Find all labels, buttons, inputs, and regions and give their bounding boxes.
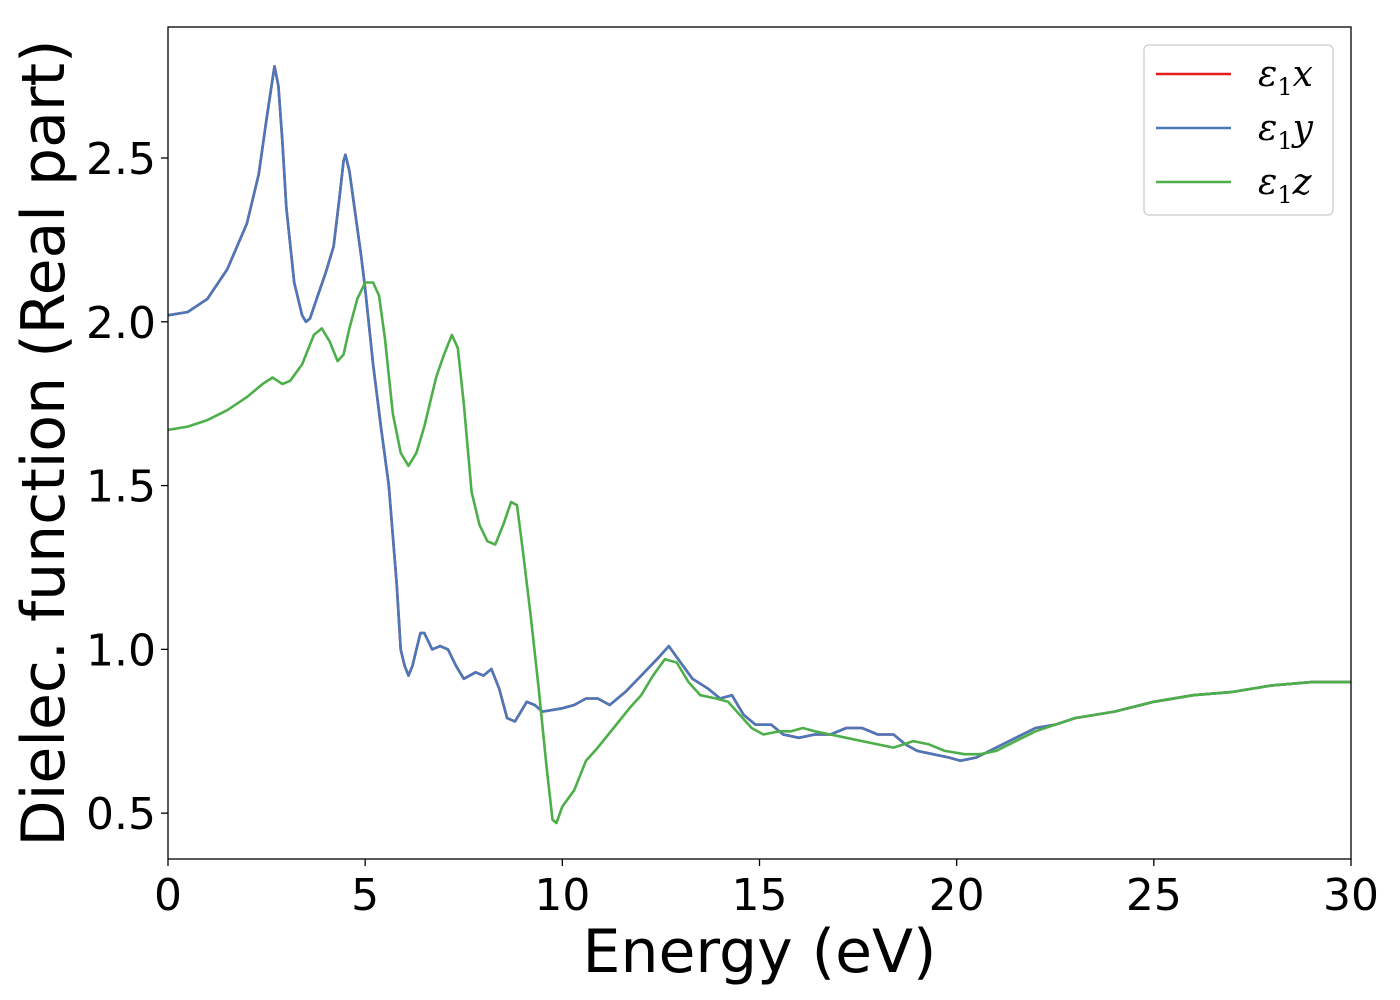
x-tick-label: 30 [1323, 870, 1379, 921]
legend-frame [1143, 44, 1334, 216]
series-layer [167, 65, 1351, 825]
x-tick-label: 25 [1126, 870, 1182, 921]
x-tick-label: 20 [929, 870, 985, 921]
series-line-z [167, 281, 1351, 825]
y-tick-label: 1.0 [86, 625, 156, 676]
x-axis-label: Energy (eV) [583, 917, 937, 987]
y-tick-label: 1.5 [86, 462, 156, 513]
legend-label-x: ε1x [1258, 54, 1313, 101]
y-tick-label: 2.5 [86, 134, 156, 185]
x-tick-label: 15 [732, 870, 788, 921]
x-axis-ticks: 0 5 10 15 20 25 30 [154, 859, 1379, 921]
series-line-y [167, 65, 1351, 762]
legend-label-z: ε1z [1258, 162, 1313, 209]
y-tick-label: 2.0 [86, 298, 156, 349]
x-tick-label: 5 [351, 870, 379, 921]
y-axis-ticks: 0.5 1.0 1.5 2.0 2.5 [86, 134, 168, 840]
x-tick-label: 10 [534, 870, 590, 921]
y-axis-label: Dielec. function (Real part) [9, 40, 79, 847]
legend-label-y: ε1y [1258, 108, 1314, 155]
x-tick-label: 0 [154, 870, 182, 921]
y-tick-label: 0.5 [86, 789, 156, 840]
legend: ε1x ε1y ε1z [1143, 44, 1334, 216]
